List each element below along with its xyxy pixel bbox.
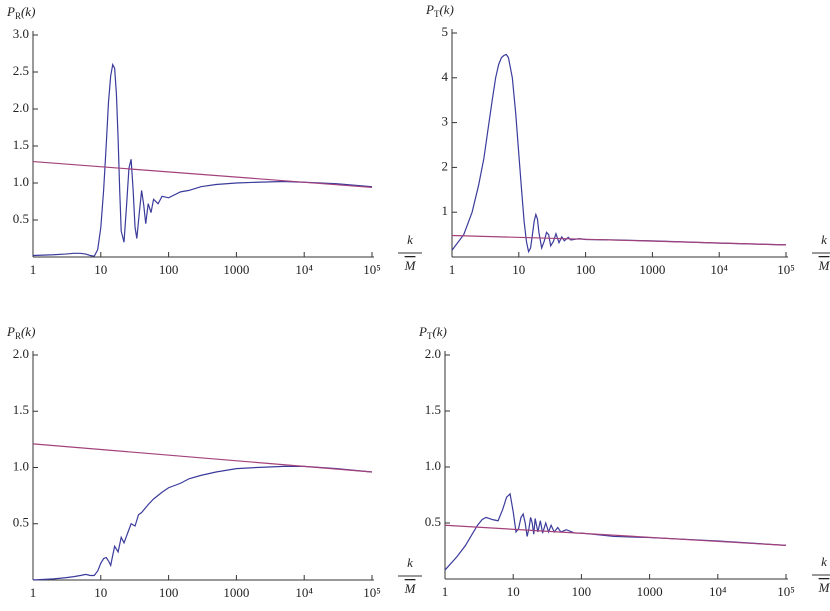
x-label-denominator: M [818, 258, 830, 273]
x-tick-label: 10⁴ [295, 262, 313, 277]
x-tick-label: 1 [30, 585, 37, 600]
y-tick-label: 0.5 [13, 515, 29, 530]
y-tick-label: 3 [442, 114, 449, 129]
x-tick-label: 1000 [223, 585, 249, 600]
x-tick-label: 1000 [223, 262, 249, 277]
y-label-arg: (k) [21, 4, 35, 19]
panel: 0.5 1.0 1.5 2.0 2.5 3.0 1 10 100 1000 10⁴ 10⁵ PR(k) k… [6, 4, 422, 277]
x-tick-label: 1 [442, 584, 449, 599]
x-label-denominator: M [404, 258, 417, 273]
x-tick-label: 10⁵ [777, 262, 795, 277]
y-label-subscript: T [434, 9, 440, 19]
y-tick-label: 2.0 [425, 346, 441, 361]
y-label-arg: (k) [439, 2, 453, 17]
y-tick-label: 2.0 [13, 100, 29, 115]
x-label-numerator: k [407, 232, 413, 247]
panel: 0.5 1.0 1.5 2.0 1 10 100 1000 10⁴ 10⁵ PT(k) kM [418, 324, 830, 599]
x-label-numerator: k [821, 554, 827, 569]
panel: 0.5 1.0 1.5 2.0 1 10 100 1000 10⁴ 10⁵ PR(k) kM [6, 324, 422, 600]
curve [32, 62, 373, 257]
x-label-numerator: k [407, 555, 413, 570]
curve [444, 524, 787, 546]
y-tick-label: 2 [442, 158, 449, 173]
y-axis-label: PT(k) [418, 324, 447, 341]
y-tick-label: 0.5 [13, 211, 29, 226]
y-tick-label: 2.0 [13, 346, 29, 361]
x-tick-label: 10⁴ [710, 262, 728, 277]
x-label-denominator: M [404, 581, 417, 596]
x-label-numerator: k [821, 232, 827, 247]
x-tick-label: 10⁵ [363, 262, 381, 277]
curve [451, 234, 787, 246]
x-label-denominator: M [818, 580, 830, 595]
y-tick-label: 5 [442, 24, 449, 39]
y-tick-label: 4 [442, 69, 449, 84]
x-tick-label: 1000 [639, 262, 665, 277]
x-tick-label: 10 [94, 262, 107, 277]
y-label-arg: (k) [21, 324, 35, 339]
y-label-symbol: P [425, 2, 434, 17]
y-tick-label: 1 [442, 203, 449, 218]
y-axis-label: PR(k) [6, 4, 35, 21]
panel: 1 2 3 4 5 1 10 100 1000 10⁴ 10⁵ PT(k) kM [425, 2, 830, 277]
y-label-arg: (k) [432, 324, 446, 339]
x-tick-label: 10 [94, 585, 107, 600]
x-tick-label: 100 [159, 585, 179, 600]
curve [32, 160, 373, 189]
x-tick-label: 1 [449, 262, 456, 277]
x-tick-label: 10⁵ [777, 584, 795, 599]
x-tick-label: 10 [512, 262, 525, 277]
curve [32, 443, 373, 473]
curve [444, 492, 787, 571]
x-tick-label: 10⁵ [363, 585, 381, 600]
y-tick-label: 1.5 [425, 402, 441, 417]
x-tick-label: 100 [159, 262, 179, 277]
y-label-symbol: P [6, 324, 15, 339]
y-tick-label: 2.5 [13, 63, 29, 78]
curve [451, 53, 787, 254]
x-tick-label: 100 [576, 262, 596, 277]
x-tick-label: 1000 [637, 584, 663, 599]
y-tick-label: 0.5 [425, 514, 441, 529]
y-label-subscript: T [427, 331, 433, 341]
y-axis-label: PR(k) [6, 324, 35, 341]
y-label-subscript: R [15, 331, 21, 341]
x-tick-label: 10⁴ [709, 584, 727, 599]
y-tick-label: 1.0 [425, 458, 441, 473]
y-axis-label: PT(k) [425, 2, 454, 19]
y-tick-label: 1.0 [13, 174, 29, 189]
y-label-subscript: R [15, 11, 21, 21]
x-tick-label: 1 [30, 262, 37, 277]
y-label-symbol: P [418, 324, 427, 339]
y-label-symbol: P [6, 4, 15, 19]
x-tick-label: 10⁴ [295, 585, 313, 600]
y-tick-label: 3.0 [13, 26, 29, 41]
x-tick-label: 100 [572, 584, 592, 599]
curve [32, 465, 373, 581]
y-tick-label: 1.5 [13, 137, 29, 152]
y-tick-label: 1.5 [13, 402, 29, 417]
y-tick-label: 1.0 [13, 458, 29, 473]
x-tick-label: 10 [507, 584, 520, 599]
